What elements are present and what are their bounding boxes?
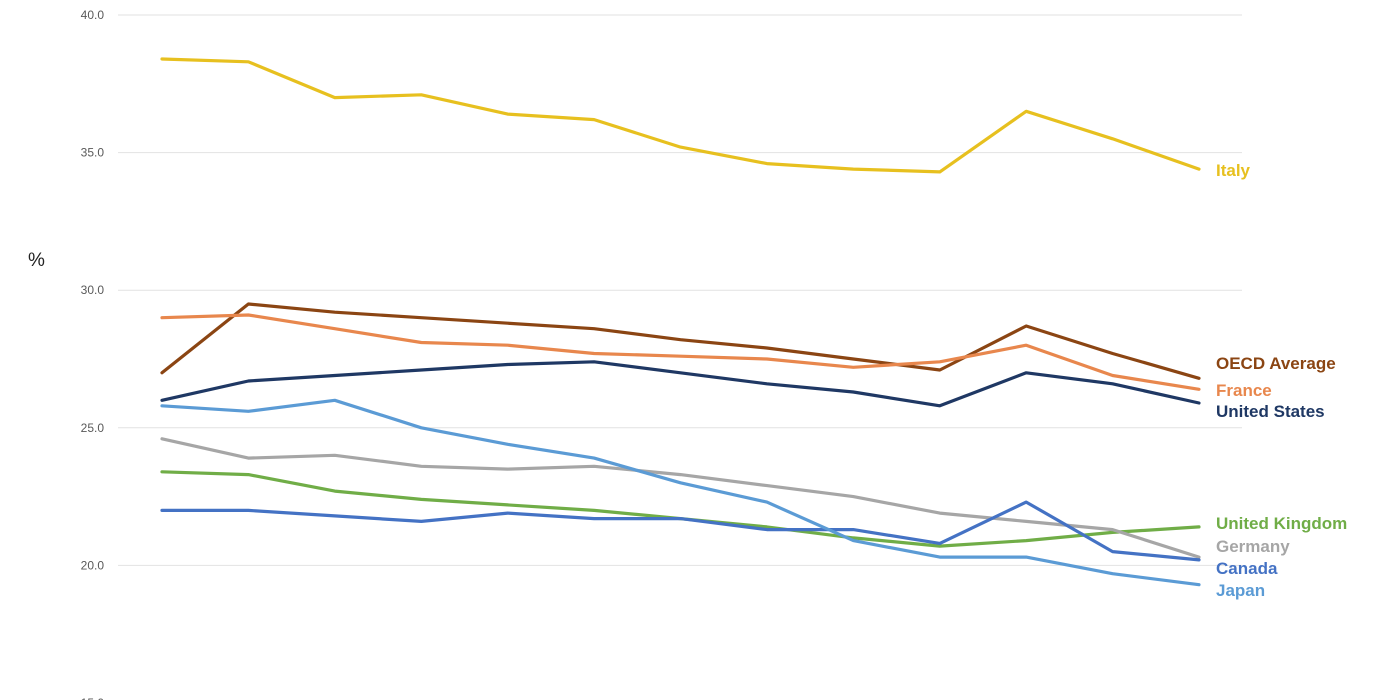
series-label-germany: Germany <box>1216 537 1290 556</box>
y-tick-label: 20.0 <box>81 558 105 572</box>
series-label-japan: Japan <box>1216 581 1265 600</box>
y-tick-label: 35.0 <box>81 146 105 160</box>
series-line-japan <box>160 398 1201 587</box>
y-tick-label: 40.0 <box>81 8 105 22</box>
series-label-france: France <box>1216 381 1272 400</box>
y-tick-label: 15.0 <box>81 696 105 700</box>
series-label-united-kingdom: United Kingdom <box>1216 514 1347 533</box>
series-line-germany <box>160 437 1201 559</box>
series-line-canada <box>160 500 1201 562</box>
series-label-oecd-average: OECD Average <box>1216 354 1336 373</box>
y-axis-title: % <box>28 250 45 271</box>
series-lines <box>160 57 1201 587</box>
series-label-united-states: United States <box>1216 402 1325 421</box>
y-axis-ticks: 40.0 35.0 30.0 25.0 20.0 15.0 <box>81 8 105 700</box>
series-line-oecd-average <box>160 302 1201 380</box>
series-label-canada: Canada <box>1216 559 1278 578</box>
series-label-italy: Italy <box>1216 161 1251 180</box>
series-labels: Italy OECD Average France United States Unit… <box>1216 161 1347 600</box>
series-line-france <box>160 313 1201 391</box>
series-line-united-states <box>160 360 1201 408</box>
y-tick-label: 25.0 <box>81 421 105 435</box>
gridlines <box>118 14 1242 566</box>
series-line-italy <box>160 57 1201 174</box>
y-tick-label: 30.0 <box>81 283 105 297</box>
